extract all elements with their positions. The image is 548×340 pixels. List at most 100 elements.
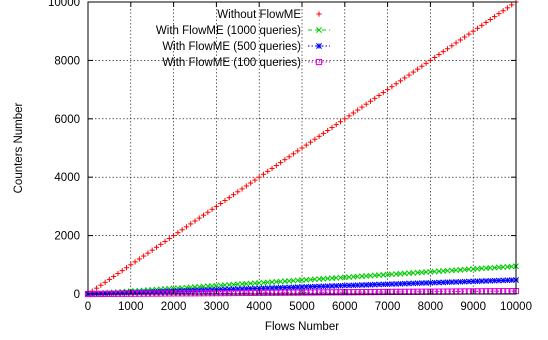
data-point [273,162,279,169]
data-point [410,69,416,75]
data-point [487,277,494,284]
data-point [328,289,336,296]
x-tick-label: 9000 [460,301,486,313]
data-point [205,209,211,215]
data-point [363,289,370,296]
data-point [354,289,361,296]
data-point [226,195,232,201]
data-point [243,289,250,297]
data-point [337,119,344,125]
x-tick-label: 5000 [289,301,315,313]
data-point [346,113,352,119]
data-point [316,133,322,139]
x-tick-label: 7000 [375,301,401,313]
data-point [277,289,284,296]
data-point [196,215,202,221]
data-point [115,270,121,277]
x-tick-label: 10000 [500,301,532,313]
data-point [500,8,506,14]
data-point [213,203,219,209]
data-point [406,72,412,78]
data-point [333,289,340,296]
data-point [234,289,241,297]
data-point [380,89,386,96]
data-point [166,290,173,297]
data-point [175,230,181,236]
data-point [316,289,323,296]
data-point [419,63,425,69]
data-point [273,289,280,296]
data-point [183,290,190,297]
data-point [260,289,267,296]
series-0 [85,0,519,297]
data-point [290,151,297,157]
data-point [200,290,207,297]
x-tick-label: 4000 [246,301,272,313]
data-point [239,186,245,192]
x-axis-label: Flows Number [265,321,339,333]
data-point [350,289,357,296]
data-point [230,289,237,297]
legend-item: With FlowME (1000 queries) [156,25,330,37]
x-tick-label: 8000 [418,301,444,313]
data-point [102,279,108,285]
data-point [492,14,498,20]
data-point [217,289,224,297]
data-point [247,289,254,296]
data-point [440,49,446,55]
data-point [222,197,228,204]
data-point [149,247,155,253]
data-point [483,19,489,26]
x-tick-label: 2000 [161,301,187,313]
data-point [171,233,177,239]
data-point [218,200,224,207]
data-point [350,110,356,116]
data-point [166,235,172,242]
data-point [128,262,134,268]
legend-label: Without FlowME [217,9,301,21]
data-point [307,139,314,145]
data-point [230,192,237,198]
data-point [299,284,305,290]
data-point [337,289,344,296]
data-point [423,60,429,66]
data-point [385,87,391,93]
data-point [235,189,241,195]
data-point [311,289,318,296]
data-point [238,289,246,297]
data-point [106,276,112,282]
data-point [312,136,318,142]
data-point [98,282,104,288]
data-point [393,81,399,87]
data-point [380,288,387,296]
data-point [174,290,181,297]
data-point [508,277,515,284]
data-point [204,290,211,297]
data-point [320,130,326,136]
data-point [375,288,383,296]
data-point [363,101,369,107]
data-point [269,165,275,172]
data-point [453,40,459,46]
data-point [281,289,288,296]
data-point [183,224,190,230]
data-point [209,206,215,212]
data-point [153,244,160,250]
data-point [162,238,168,245]
data-point [119,268,125,274]
data-point [432,54,438,61]
data-point [367,98,374,104]
data-point [196,290,203,297]
y-tick-label: 8000 [54,55,80,67]
data-point [111,273,117,280]
axis-ticks: 0 1000 2000 3000 4000 5000 6000 7000 8000 9000 100… [48,0,532,313]
data-point [161,290,169,297]
data-point [346,282,353,289]
data-point [337,282,344,289]
data-point [286,289,293,296]
data-point [367,288,374,296]
legend-label: With FlowME (100 queries) [162,57,301,69]
data-point [355,107,361,113]
data-point [294,289,301,296]
data-point [462,34,468,40]
